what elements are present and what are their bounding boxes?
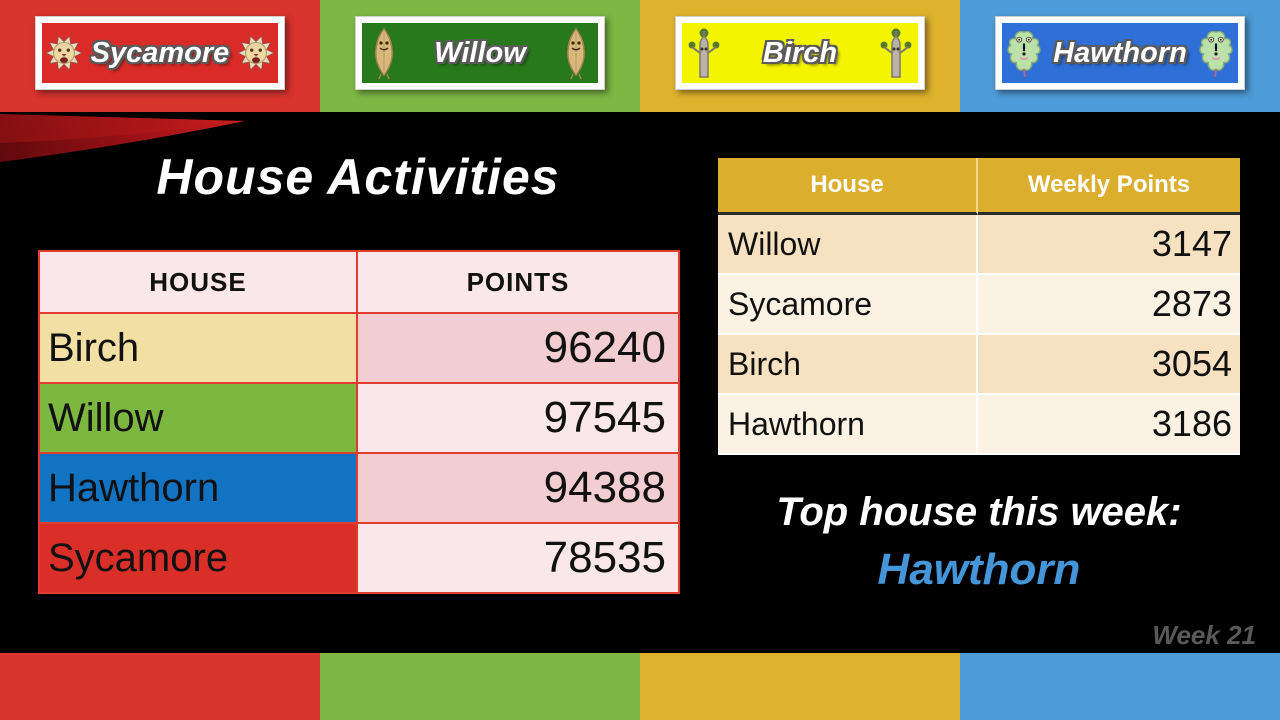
hawthorn-leaf-icon — [1005, 27, 1043, 79]
house-cell-birch: Birch — [718, 335, 978, 395]
week-label: Week 21 — [1152, 620, 1256, 650]
banner-label-willow: Willow — [434, 36, 526, 69]
house-activities-table: HOUSE POINTS Birch 96240 Willow 97545 Ha… — [38, 250, 680, 594]
banner-label-birch: Birch — [762, 36, 838, 69]
house-cell-willow: Willow — [38, 382, 358, 454]
table-row: Birch 3054 — [718, 335, 1240, 395]
banner-hawthorn: Hawthorn — [995, 16, 1245, 90]
table-row: Willow 97545 — [38, 382, 680, 454]
banner-label-hawthorn: Hawthorn — [1053, 36, 1187, 69]
hawthorn-leaf-icon — [1197, 27, 1235, 79]
points-cell-birch: 96240 — [356, 312, 680, 384]
birch-tree-icon — [685, 27, 723, 79]
points-cell-sycamore: 78535 — [356, 522, 680, 594]
strip-willow: Willow — [320, 0, 640, 112]
points-cell-hawthorn: 94388 — [356, 452, 680, 524]
strip-birch: Birch — [640, 0, 960, 112]
points-column-header: POINTS — [356, 250, 680, 314]
birch-tree-icon — [877, 27, 915, 79]
house-cell-birch: Birch — [38, 312, 358, 384]
top-house-label: Top house this week: — [776, 490, 1182, 534]
bottom-strip-birch — [640, 653, 960, 720]
house-cell-sycamore: Sycamore — [718, 275, 978, 335]
top-house-name: Hawthorn — [877, 545, 1081, 594]
table-row: Sycamore 2873 — [718, 275, 1240, 335]
weekly-points-cell-hawthorn: 3186 — [978, 395, 1240, 455]
top-strip-row: Sycamore Willow Birch — [0, 0, 1280, 112]
table-row: Hawthorn 3186 — [718, 395, 1240, 455]
lion-icon — [45, 27, 83, 79]
bottom-strip-sycamore — [0, 653, 320, 720]
table-header-row: HOUSE POINTS — [38, 250, 680, 314]
weekly-points-column-header: Weekly Points — [978, 158, 1240, 215]
house-column-header: HOUSE — [38, 250, 358, 314]
strip-sycamore: Sycamore — [0, 0, 320, 112]
points-cell-willow: 97545 — [356, 382, 680, 454]
house-column-header: House — [718, 158, 978, 215]
lion-icon — [237, 27, 275, 79]
table-row: Hawthorn 94388 — [38, 452, 680, 524]
banner-sycamore: Sycamore — [35, 16, 285, 90]
table-header-row: House Weekly Points — [718, 158, 1240, 215]
table-row: Birch 96240 — [38, 312, 680, 384]
red-ribbon-icon — [0, 114, 245, 162]
willow-leaf-icon — [365, 27, 403, 79]
bottom-strip-row — [0, 653, 1280, 720]
weekly-points-cell-sycamore: 2873 — [978, 275, 1240, 335]
bottom-strip-hawthorn — [960, 653, 1280, 720]
house-cell-sycamore: Sycamore — [38, 522, 358, 594]
strip-hawthorn: Hawthorn — [960, 0, 1280, 112]
table-row: Sycamore 78535 — [38, 522, 680, 594]
weekly-points-table: House Weekly Points Willow 3147 Sycamore… — [718, 158, 1240, 455]
house-cell-hawthorn: Hawthorn — [38, 452, 358, 524]
house-cell-hawthorn: Hawthorn — [718, 395, 978, 455]
banner-birch: Birch — [675, 16, 925, 90]
banner-willow: Willow — [355, 16, 605, 90]
weekly-points-cell-willow: 3147 — [978, 215, 1240, 275]
page-title: House Activities — [156, 149, 560, 205]
banner-label-sycamore: Sycamore — [90, 36, 230, 69]
willow-leaf-icon — [557, 27, 595, 79]
weekly-points-cell-birch: 3054 — [978, 335, 1240, 395]
bottom-strip-willow — [320, 653, 640, 720]
house-cell-willow: Willow — [718, 215, 978, 275]
table-row: Willow 3147 — [718, 215, 1240, 275]
